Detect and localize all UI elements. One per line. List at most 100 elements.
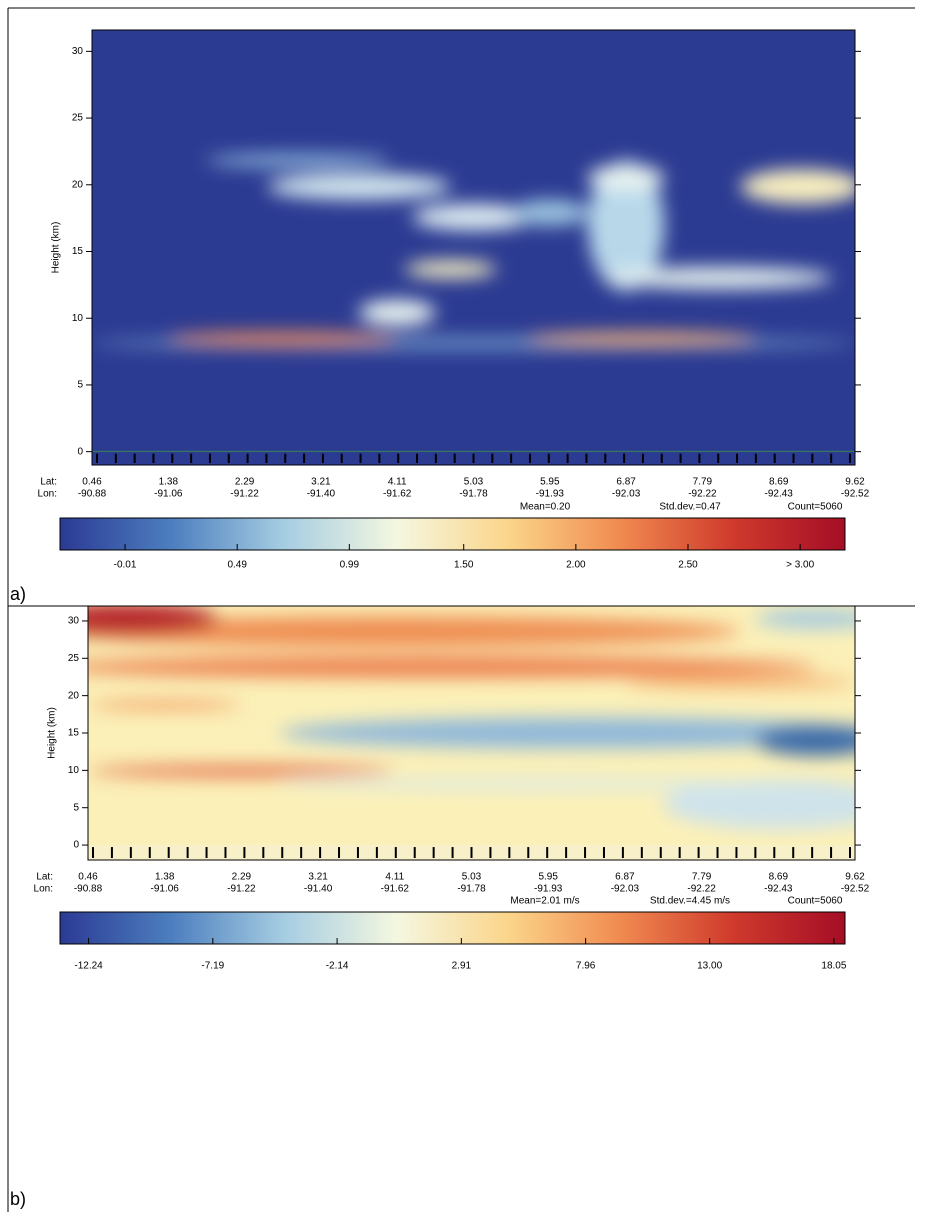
colorbar-label: 0.49 bbox=[227, 560, 247, 571]
plot-frame bbox=[91, 29, 856, 466]
surface-tick bbox=[489, 847, 492, 858]
surface-tick bbox=[527, 847, 530, 858]
statistic: Std.dev.=4.45 m/s bbox=[650, 896, 730, 907]
surface-tick bbox=[754, 847, 757, 858]
y-axis-label: Height (km) bbox=[47, 707, 58, 759]
colorbar-label: 18.05 bbox=[821, 961, 846, 972]
statistic: Mean=2.01 m/s bbox=[510, 896, 579, 907]
heatmap-region bbox=[88, 701, 242, 709]
colorbar-label: 2.00 bbox=[566, 560, 586, 571]
heatmap-region bbox=[740, 169, 855, 204]
heatmap-region bbox=[88, 766, 395, 777]
heatmap-region bbox=[511, 199, 588, 226]
surface-tick bbox=[792, 847, 795, 858]
surface-tick bbox=[641, 453, 644, 463]
surface-tick bbox=[186, 847, 189, 858]
heatmap-region bbox=[168, 332, 398, 346]
heatmap-blobs bbox=[88, 606, 855, 830]
surface-tick bbox=[208, 453, 211, 463]
surface-tick bbox=[830, 453, 833, 463]
surface-tick bbox=[716, 847, 719, 858]
surface-tick bbox=[92, 847, 94, 858]
lat-label: 6.87 bbox=[615, 872, 635, 883]
surface-tick bbox=[604, 453, 607, 463]
surface-tick bbox=[546, 847, 549, 858]
y-tick-label: 20 bbox=[68, 690, 80, 701]
colorbar bbox=[59, 517, 846, 551]
heatmap-region bbox=[206, 153, 390, 168]
lat-label: 0.46 bbox=[82, 477, 102, 488]
heatmap-region bbox=[663, 778, 855, 830]
surface-tick bbox=[319, 847, 322, 858]
colorbar-label: 13.00 bbox=[697, 961, 722, 972]
surface-tick bbox=[340, 453, 343, 463]
lat-label: 7.79 bbox=[692, 872, 712, 883]
lat-label: 1.38 bbox=[155, 872, 175, 883]
surface-tick bbox=[356, 847, 359, 858]
surface-tick bbox=[205, 847, 208, 858]
surface-tick bbox=[565, 847, 568, 858]
surface-tick bbox=[697, 847, 700, 858]
colorbar-label: > 3.00 bbox=[786, 560, 815, 571]
surface-tick bbox=[359, 453, 362, 463]
y-tick-label: 20 bbox=[72, 179, 84, 190]
heatmap-region bbox=[624, 677, 855, 688]
statistic: Count=5060 bbox=[788, 502, 843, 513]
surface-tick bbox=[246, 453, 249, 463]
colorbar-label: -0.01 bbox=[114, 560, 137, 571]
surface-tick bbox=[811, 453, 814, 463]
lon-label: -90.88 bbox=[74, 884, 103, 895]
lon-label: -91.93 bbox=[536, 489, 565, 500]
surface-tick bbox=[262, 847, 265, 858]
surface-tick bbox=[717, 453, 720, 463]
y-tick-label: 0 bbox=[77, 446, 83, 457]
lat-label: 3.21 bbox=[311, 477, 331, 488]
surface-tick bbox=[585, 453, 588, 463]
lon-label: -91.78 bbox=[459, 489, 488, 500]
lat-label: 5.95 bbox=[538, 872, 558, 883]
heatmap-region bbox=[587, 164, 665, 191]
heatmap-field bbox=[92, 30, 855, 465]
surface-tick bbox=[434, 453, 437, 463]
lat-header: Lat: bbox=[36, 872, 53, 883]
lat-label: 7.79 bbox=[693, 477, 713, 488]
lon-label: -92.03 bbox=[611, 884, 640, 895]
y-axis-label: Height (km) bbox=[51, 222, 62, 274]
lat-label: 1.38 bbox=[159, 477, 179, 488]
lat-label: 2.29 bbox=[235, 477, 255, 488]
lat-label: 0.46 bbox=[78, 872, 98, 883]
surface-tick bbox=[265, 453, 268, 463]
surface-tick bbox=[773, 453, 776, 463]
lon-label: -91.40 bbox=[307, 489, 336, 500]
heatmap-field bbox=[88, 606, 855, 860]
lon-label: -92.43 bbox=[764, 884, 793, 895]
surface-tick bbox=[284, 453, 287, 463]
heatmap-region bbox=[88, 656, 817, 678]
y-tick-label: 15 bbox=[68, 728, 80, 739]
y-tick-label: 15 bbox=[72, 246, 84, 257]
surface-tick bbox=[413, 847, 416, 858]
surface-tick bbox=[378, 453, 381, 463]
y-tick-label: 5 bbox=[77, 380, 83, 391]
heatmap-region bbox=[412, 204, 535, 231]
surface-tick bbox=[621, 847, 624, 858]
surface-tick bbox=[133, 453, 136, 463]
heatmap-region bbox=[279, 717, 855, 749]
lon-label: -91.62 bbox=[381, 884, 410, 895]
surface-tick bbox=[660, 453, 663, 463]
y-tick-label: 10 bbox=[72, 313, 84, 324]
surface-tick bbox=[375, 847, 378, 858]
surface-tick bbox=[300, 847, 303, 858]
heatmap-region bbox=[88, 606, 219, 634]
colorbar-label: -12.24 bbox=[74, 961, 103, 972]
statistic: Std.dev.=0.47 bbox=[659, 502, 721, 513]
heatmap-region bbox=[88, 616, 740, 647]
surface-tick bbox=[508, 847, 511, 858]
heatmap-region bbox=[404, 260, 497, 278]
surface-tick bbox=[528, 453, 531, 463]
lon-label: -91.62 bbox=[383, 489, 412, 500]
colorbar-label: -7.19 bbox=[201, 961, 224, 972]
surface-tick bbox=[190, 453, 193, 463]
surface-tick bbox=[394, 847, 397, 858]
